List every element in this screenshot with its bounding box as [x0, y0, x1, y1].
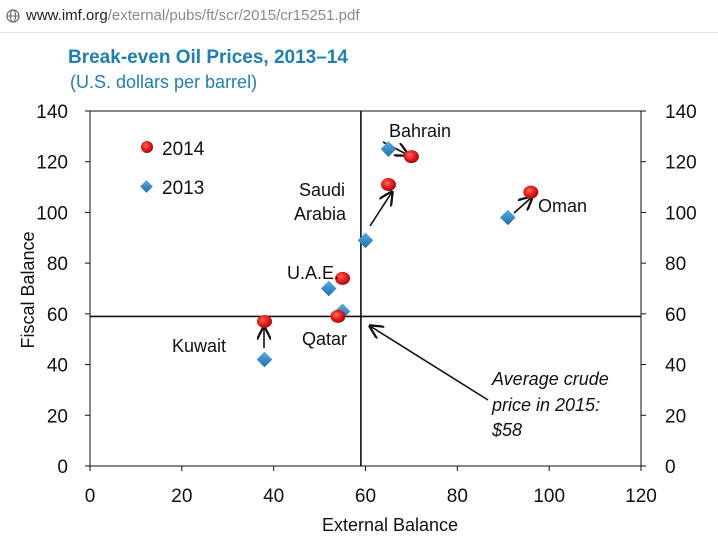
label-average-line1: Average crude: [491, 369, 609, 389]
x-axis-label: External Balance: [322, 515, 458, 535]
x-tick-label: 80: [447, 486, 468, 507]
label-uae: U.A.E.: [287, 263, 339, 283]
legend-label-2014: 2014: [162, 139, 205, 160]
x-axis: 0 20 40 60 80 100 120: [85, 466, 657, 507]
point-2013-bahrain: [380, 141, 397, 157]
y-axis-label: Fiscal Balance: [18, 231, 38, 348]
legend-marker-2013: [140, 180, 153, 193]
annotations: Bahrain Saudi Arabia Oman U.A.E. Qatar K…: [172, 121, 609, 440]
y-tick-label-left: 0: [57, 457, 68, 478]
arrow-saudi-arabia: [369, 192, 392, 227]
label-saudi-line2: Arabia: [294, 204, 347, 224]
x-tick-label: 60: [355, 486, 376, 507]
x-tick-label: 0: [85, 486, 96, 507]
x-tick-label: 40: [263, 486, 284, 507]
arrow-average-price: [370, 326, 489, 401]
y-tick-label-right: 120: [665, 153, 697, 174]
y-tick-label-right: 40: [665, 356, 686, 377]
label-qatar: Qatar: [302, 329, 347, 349]
label-oman: Oman: [538, 196, 587, 216]
url-path: /external/pubs/ft/scr/2015/cr15251.pdf: [107, 7, 360, 24]
y-tick-label-right: 0: [665, 457, 676, 478]
label-average-line3: $58: [491, 420, 522, 440]
y-tick-label-right: 80: [665, 254, 686, 275]
y-tick-label-right: 100: [665, 203, 697, 224]
legend-label-2013: 2013: [162, 178, 204, 199]
y-tick-label-left: 140: [36, 102, 68, 123]
y-tick-label-right: 60: [665, 305, 686, 326]
y-axis-right: 0 20 40 60 80 100 120 140: [641, 102, 697, 478]
y-tick-label-left: 80: [47, 254, 68, 275]
globe-icon: [6, 9, 20, 23]
y-tick-label-right: 20: [665, 406, 686, 427]
x-tick-label: 20: [171, 486, 192, 507]
point-2014-u-a-e-: [335, 271, 351, 285]
url-host: www.imf.org: [26, 7, 108, 24]
point-2013-saudi-arabia: [357, 232, 374, 249]
legend: 2014 2013: [140, 139, 205, 199]
x-tick-label: 120: [625, 486, 657, 507]
y-tick-label-left: 100: [36, 203, 68, 224]
y-tick-label-left: 40: [47, 356, 68, 377]
point-2014-oman: [523, 185, 539, 199]
y-tick-label-left: 20: [47, 406, 68, 427]
browser-url-bar[interactable]: www.imf.org/external/pubs/ft/scr/2015/cr…: [0, 0, 718, 33]
y-tick-label-left: 120: [36, 153, 68, 174]
point-2014-saudi-arabia: [380, 178, 396, 192]
arrow-oman: [513, 197, 532, 214]
label-kuwait: Kuwait: [172, 336, 226, 356]
label-saudi-line1: Saudi: [299, 180, 345, 200]
y-tick-label-left: 60: [47, 305, 68, 326]
y-axis-left: 0 20 40 60 80 100 120 140: [36, 102, 90, 478]
annotation-arrows: [264, 141, 532, 401]
chart-title: Break-even Oil Prices, 2013–14: [68, 47, 348, 68]
point-2014-bahrain: [403, 150, 419, 164]
plot-area: [89, 110, 642, 467]
label-average-line2: price in 2015:: [491, 395, 600, 415]
y-tick-label-right: 140: [665, 102, 697, 123]
chart-subtitle: (U.S. dollars per barrel): [70, 72, 258, 92]
series-2014: [256, 150, 539, 328]
page-url[interactable]: www.imf.org/external/pubs/ft/scr/2015/cr…: [26, 7, 360, 24]
point-2013-oman: [500, 209, 516, 226]
point-2014-qatar: [330, 309, 346, 323]
label-bahrain: Bahrain: [389, 121, 451, 141]
legend-marker-2014: [141, 141, 153, 153]
x-tick-label: 100: [533, 486, 565, 507]
point-2014-kuwait: [256, 314, 272, 328]
